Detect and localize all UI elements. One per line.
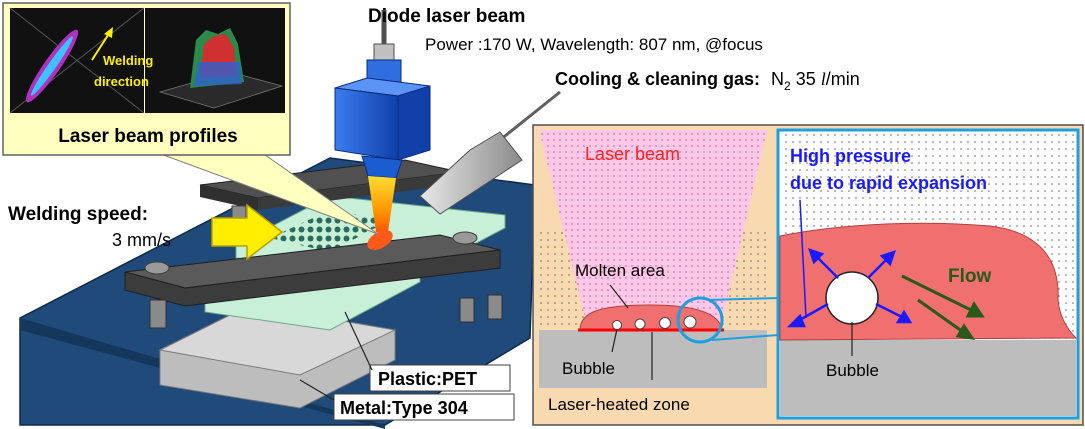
- gas-sub-text: 2: [784, 79, 791, 93]
- laser-head-body: [334, 87, 399, 161]
- zoom-molten: [779, 222, 1078, 341]
- diode-laser-params: Power :170 W, Wavelength: 807 nm, @focus: [425, 35, 763, 54]
- welding-direction-label-1: Welding: [103, 53, 153, 68]
- screw-head-front-left: [144, 261, 170, 275]
- gas-n-text: N: [771, 69, 784, 89]
- zoom-line-bottom: [711, 334, 779, 341]
- pressure-label-1: High pressure: [790, 146, 911, 166]
- metal-label-box: [333, 393, 515, 421]
- laser-cable-connector: [373, 43, 395, 63]
- flow-arrows: [901, 274, 985, 340]
- inset-bubble-1: [612, 320, 622, 330]
- gas-bold-text: Cooling & cleaning gas:: [555, 69, 760, 89]
- beam-profile-3d-band: [194, 62, 242, 86]
- metal-leader: [299, 379, 335, 401]
- pressure-arrows: [786, 248, 913, 328]
- metal-label: Metal:Type 304: [340, 398, 468, 418]
- gas-value-text: 35: [796, 69, 816, 89]
- zoom-metal: [780, 340, 1076, 416]
- clamp-bar-front-face: [124, 249, 501, 307]
- pressure-leader: [799, 199, 807, 319]
- zoom-circle: [676, 296, 724, 344]
- beam-profiles-label: Laser beam profiles: [58, 126, 238, 147]
- laser-head-body-side: [397, 85, 431, 161]
- laser-nozzle: [361, 155, 403, 179]
- welding-speed-arrow: [211, 203, 284, 261]
- plastic-label: Plastic:PET: [378, 369, 477, 389]
- beam-spot-2d-core: [31, 36, 73, 96]
- gas-unit-l-text: l: [821, 69, 826, 89]
- zoom-bubble: [825, 271, 879, 325]
- welding-speed-value: 3 mm/s: [112, 230, 171, 250]
- inset-laser-beam-label: Laser beam: [585, 144, 680, 164]
- diode-laser-title: Diode laser beam: [368, 6, 525, 27]
- welding-speed-label: Welding speed:: [8, 204, 148, 225]
- inset-bubble-3: [659, 317, 671, 329]
- cooling-gas-label: Cooling & cleaning gas: N2 35 l/min: [555, 69, 860, 93]
- welding-direction-label-2: direction: [94, 74, 149, 89]
- flow-label: Flow: [948, 266, 991, 287]
- zoom-bubble-label: Bubble: [826, 361, 879, 380]
- pressure-label-2: due to rapid expansion: [790, 173, 987, 193]
- inset-bubble-4: [683, 315, 697, 329]
- screw-front-left: [149, 299, 167, 329]
- laser-beam-cone: [368, 176, 396, 232]
- gas-unit-min-text: /min: [826, 69, 860, 89]
- screw-front-mid: [459, 297, 475, 323]
- laser-spot: [367, 230, 393, 250]
- molten-leader: [609, 284, 629, 309]
- screw-front-right: [487, 294, 503, 320]
- zoom-line-top: [707, 297, 779, 301]
- welding-direction-arrowhead: [104, 27, 113, 38]
- inset-heated-label: Laser-heated zone: [548, 395, 690, 414]
- screw-head-front-right: [452, 231, 478, 245]
- clamp-bar-back-side: [200, 185, 258, 210]
- welding-direction-arrow: [91, 31, 111, 61]
- plastic-label-box: [369, 364, 511, 392]
- bubble-leader: [611, 328, 618, 353]
- weld-bead: [270, 210, 390, 252]
- inset-bubble-label: Bubble: [562, 359, 615, 378]
- inset-molten-label: Molten area: [575, 261, 665, 280]
- inset-laser-beam: [539, 130, 767, 330]
- gas-nozzle: [419, 131, 523, 215]
- plastic-leader: [344, 311, 373, 371]
- inset-bubble-2: [634, 318, 646, 330]
- gas-tube: [499, 90, 561, 142]
